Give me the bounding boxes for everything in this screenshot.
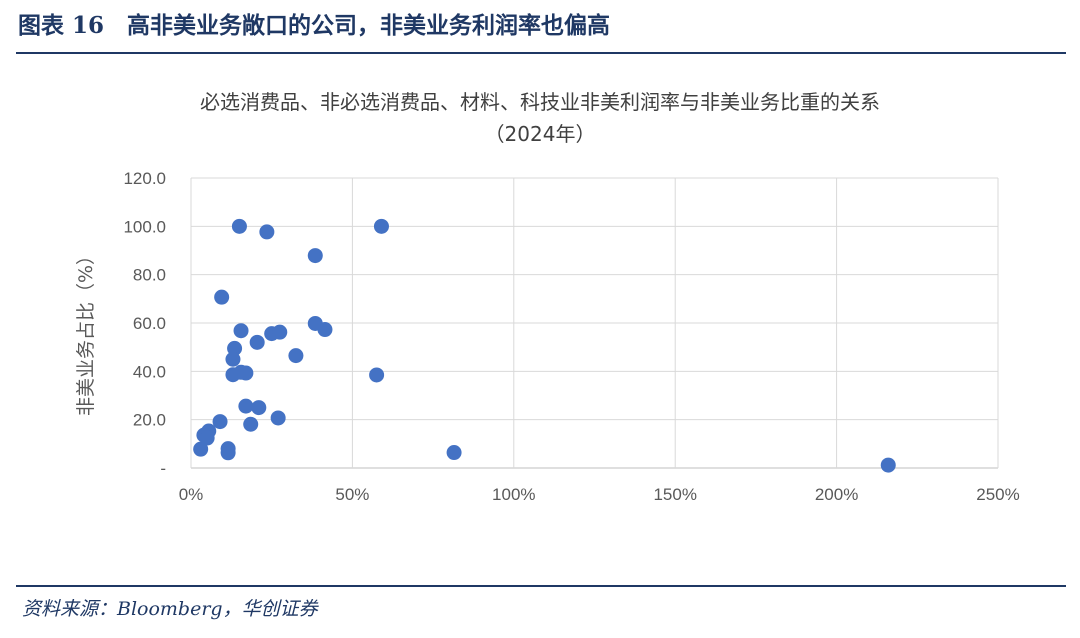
scatter-point	[446, 445, 462, 461]
figure-title: 图表 16 高非美业务敞口的公司，非美业务利润率也偏高	[18, 12, 611, 39]
scatter-point	[243, 416, 259, 432]
scatter-point	[225, 367, 241, 383]
scatter-point	[880, 457, 896, 473]
scatter-point	[270, 410, 286, 426]
y-axis-ticks: - 20.0 40.0 60.0 80.0 100.0 120.0	[123, 169, 166, 478]
x-tick-label: 0%	[179, 485, 204, 504]
scatter-point	[251, 400, 267, 416]
x-tick-label: 50%	[335, 485, 369, 504]
x-axis-ticks: 0% 50% 100% 150% 200% 250%	[179, 485, 1020, 504]
scatter-point	[214, 289, 230, 305]
scatter-point	[238, 365, 254, 381]
scatter-point	[233, 323, 249, 339]
data-points	[193, 218, 896, 473]
header-rule	[16, 52, 1066, 54]
y-tick-label: 20.0	[133, 411, 166, 430]
footer-rule	[16, 585, 1066, 587]
scatter-point	[369, 367, 385, 383]
y-tick-label: 120.0	[123, 169, 166, 188]
scatter-point	[231, 218, 247, 234]
source-note: 资料来源：Bloomberg，华创证券	[22, 598, 318, 620]
scatter-point	[307, 248, 323, 264]
chart-title: 必选消费品、非必选消费品、材料、科技业非美利润率与非美业务比重的关系	[200, 90, 880, 114]
scatter-point	[272, 324, 288, 340]
x-tick-label: 100%	[492, 485, 535, 504]
scatter-point	[199, 430, 215, 446]
y-tick-label: 100.0	[123, 217, 166, 236]
scatter-point	[238, 398, 254, 414]
scatter-point	[249, 334, 265, 350]
chart-subtitle: （2024年）	[484, 122, 596, 146]
y-tick-label: 80.0	[133, 266, 166, 285]
scatter-point	[373, 218, 389, 234]
scatter-point	[212, 414, 228, 430]
scatter-point	[259, 224, 275, 240]
y-axis-label: 非美业务占比（%）	[75, 246, 97, 416]
x-tick-label: 200%	[815, 485, 858, 504]
scatter-point	[193, 441, 209, 457]
x-tick-label: 150%	[653, 485, 696, 504]
scatter-point	[317, 322, 333, 338]
y-tick-label: 60.0	[133, 314, 166, 333]
x-tick-label: 250%	[976, 485, 1019, 504]
y-tick-label: -	[160, 459, 166, 478]
scatter-point	[288, 348, 304, 364]
y-tick-label: 40.0	[133, 362, 166, 381]
scatter-point	[220, 445, 236, 461]
scatter-point	[225, 351, 241, 367]
figure-header: 图表 16 高非美业务敞口的公司，非美业务利润率也偏高	[18, 8, 1066, 48]
